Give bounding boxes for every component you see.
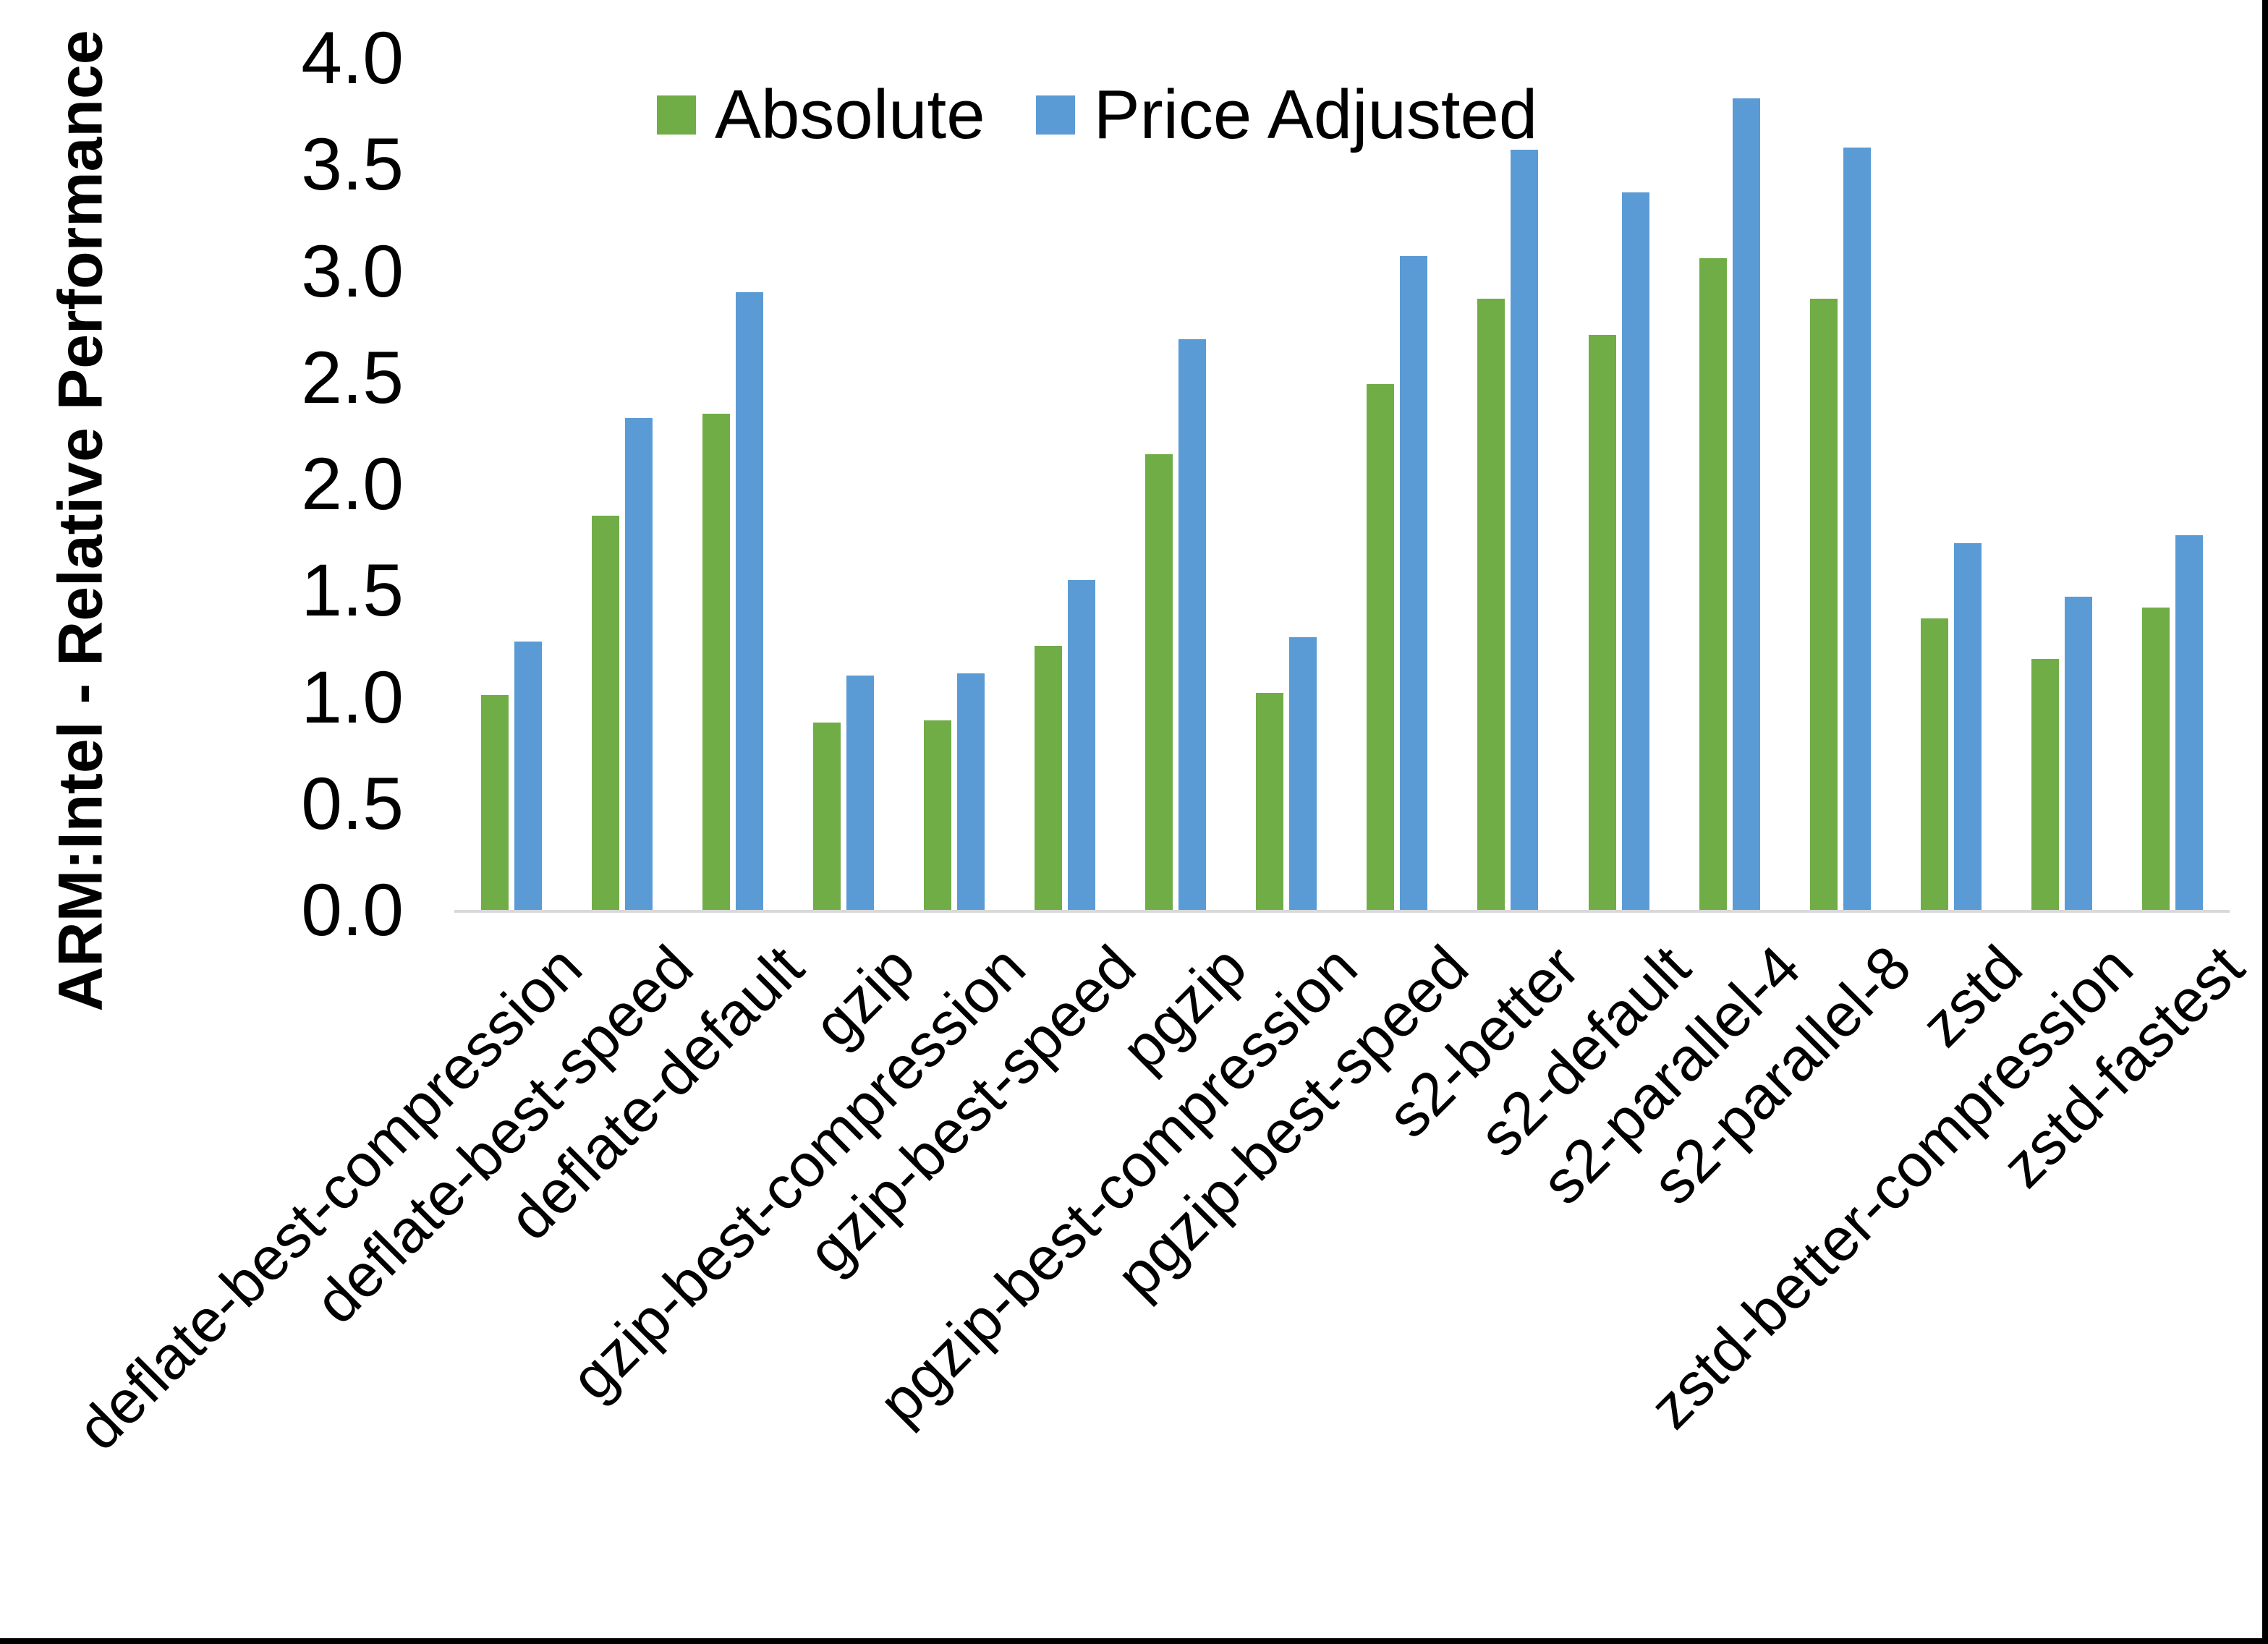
blue-square-swatch-icon (1035, 95, 1075, 135)
bar-price-adjusted-pgzip-best-compression (1289, 637, 1317, 910)
bar-absolute-deflate-best-speed (591, 516, 619, 910)
green-square-swatch-icon (657, 95, 696, 135)
y-tick-label-1.0: 1.0 (301, 655, 404, 738)
y-tick-label-3.5: 3.5 (301, 123, 404, 206)
bar-absolute-zstd-fastest (2142, 607, 2170, 910)
bar-price-adjusted-pgzip (1178, 338, 1207, 910)
bar-absolute-s2-default (1588, 334, 1616, 910)
bar-price-adjusted-zstd (1953, 543, 1982, 910)
bar-price-adjusted-zstd-fastest (2175, 534, 2203, 910)
y-tick-label-2.5: 2.5 (301, 336, 404, 419)
bar-absolute-s2-parallel-8 (1809, 298, 1838, 910)
bar-price-adjusted-zstd-better-compression (2064, 597, 2092, 910)
plot-area (456, 58, 2228, 910)
bar-absolute-deflate-default (702, 413, 730, 910)
bar-absolute-gzip-best-speed (1035, 645, 1062, 910)
bar-price-adjusted-gzip (846, 676, 874, 910)
bar-absolute-zstd-better-compression (2031, 658, 2059, 910)
y-axis-title: ARM:Intel - Relative Performance (46, 30, 116, 1012)
bar-price-adjusted-s2-default (1621, 192, 1649, 910)
legend-label-price-adjusted: Price Adjusted (1093, 76, 1538, 153)
y-tick-label-3.0: 3.0 (301, 229, 404, 312)
bar-absolute-pgzip (1145, 453, 1173, 910)
bar-price-adjusted-pgzip-best-speed (1400, 255, 1428, 910)
y-tick-label-4.0: 4.0 (301, 17, 404, 99)
bar-price-adjusted-gzip-best-speed (1068, 579, 1095, 910)
bar-absolute-pgzip-best-speed (1367, 383, 1395, 910)
bar-absolute-gzip (812, 722, 841, 910)
legend-label-absolute: Absolute (715, 76, 985, 153)
bar-price-adjusted-s2-parallel-4 (1732, 98, 1760, 910)
bar-absolute-gzip-best-compression (923, 720, 951, 910)
y-tick-label-2.0: 2.0 (301, 443, 404, 525)
bar-price-adjusted-deflate-best-compression (514, 641, 542, 910)
legend-item-price-adjusted: Price Adjusted (1035, 76, 1538, 153)
window-border-right (2262, 0, 2268, 1644)
legend-item-absolute: Absolute (657, 79, 985, 151)
bar-price-adjusted-deflate-default (735, 291, 763, 910)
bar-absolute-pgzip-best-compression (1256, 692, 1284, 910)
bar-price-adjusted-s2-better (1511, 149, 1539, 910)
y-tick-label-0.0: 0.0 (301, 869, 404, 951)
window-border-bottom (0, 1638, 2268, 1644)
chart-legend: Absolute Price Adjusted (657, 79, 1537, 151)
x-axis-line (454, 910, 2230, 913)
bar-price-adjusted-s2-parallel-8 (1843, 147, 1871, 910)
y-tick-label-0.5: 0.5 (301, 762, 404, 845)
bar-absolute-s2-better (1477, 298, 1505, 910)
bar-absolute-zstd (1920, 618, 1948, 910)
bar-absolute-deflate-best-compression (480, 694, 509, 910)
bar-price-adjusted-deflate-best-speed (624, 417, 653, 910)
bar-absolute-s2-parallel-4 (1699, 257, 1727, 910)
bar-price-adjusted-gzip-best-compression (956, 673, 985, 910)
y-tick-label-1.5: 1.5 (301, 549, 404, 632)
